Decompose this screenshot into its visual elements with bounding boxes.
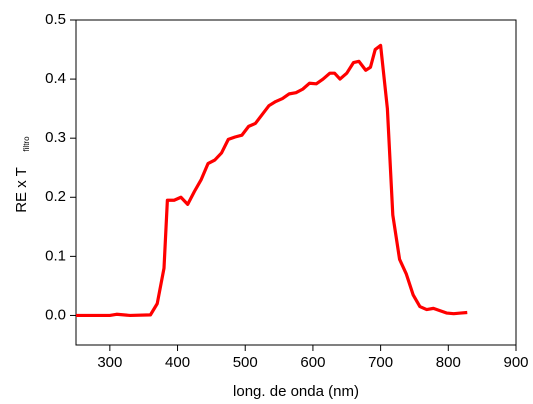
x-tick-label: 400 bbox=[165, 354, 190, 371]
y-tick-label: 0.3 bbox=[45, 129, 66, 146]
x-tick-label: 900 bbox=[503, 354, 528, 371]
x-tick-label: 300 bbox=[97, 354, 122, 371]
y-tick-label: 0.1 bbox=[45, 247, 66, 264]
y-tick-label: 0.5 bbox=[45, 11, 66, 28]
data-line bbox=[76, 43, 468, 318]
y-axis-label-group: RE x T filtro bbox=[13, 136, 31, 213]
y-tick-label: 0.0 bbox=[45, 306, 66, 323]
y-tick-label: 0.4 bbox=[45, 70, 66, 87]
x-tick-label: 800 bbox=[436, 354, 461, 371]
x-axis-label: long. de onda (nm) bbox=[233, 383, 359, 400]
y-axis-label-sub: filtro bbox=[22, 136, 31, 152]
plot-frame bbox=[75, 19, 517, 346]
y-tick-label: 0.2 bbox=[45, 188, 66, 205]
x-tick-label: 500 bbox=[233, 354, 258, 371]
x-tick-label: 600 bbox=[300, 354, 325, 371]
x-tick-label: 700 bbox=[368, 354, 393, 371]
y-axis-label: RE x T bbox=[13, 167, 30, 213]
